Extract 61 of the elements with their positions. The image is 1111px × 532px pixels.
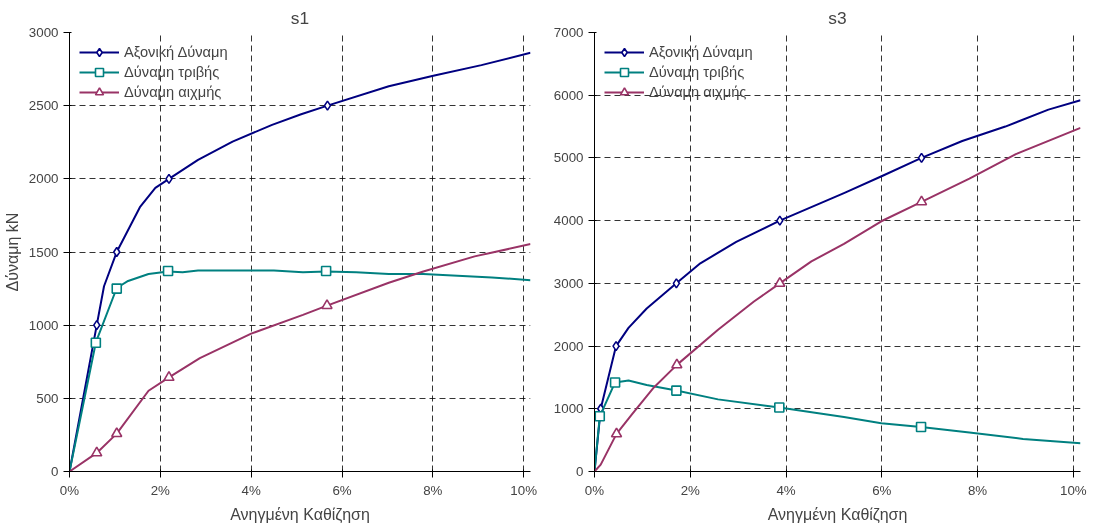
x-tick-label: 0%	[59, 482, 80, 498]
point	[112, 246, 121, 258]
x-axis-title: Ανηγμένη Καθίζηση	[230, 505, 370, 524]
x-tick-label: 8%	[423, 482, 443, 498]
x-tick-label: 4%	[241, 482, 261, 498]
point	[110, 427, 123, 438]
point	[162, 265, 174, 277]
y-tick-label: 1000	[28, 317, 59, 333]
point	[774, 402, 785, 413]
y-tick-label: 2000	[28, 171, 59, 187]
x-axis-title: Ανηγμένη Καθίζηση	[767, 505, 908, 524]
x-tick-label: 10%	[510, 482, 538, 498]
point	[915, 421, 927, 433]
point	[610, 427, 623, 438]
point	[915, 195, 928, 206]
point	[776, 215, 784, 226]
point	[672, 278, 681, 289]
y-tick-label: 5000	[553, 150, 584, 166]
x-tick-label: 2%	[150, 482, 171, 498]
chart-title: s3	[828, 7, 847, 28]
legend-label: Δύναμη τριβής	[124, 64, 220, 80]
point	[323, 100, 332, 111]
point	[321, 298, 333, 310]
x-tick-label: 6%	[872, 482, 892, 498]
y-tick-label: 0	[576, 464, 584, 479]
y-tick-label: 1000	[553, 401, 584, 417]
x-tick-label: 10%	[1059, 482, 1087, 498]
legend-label: Δύναμη αιχμής	[124, 84, 222, 100]
point	[671, 385, 682, 396]
point	[609, 377, 621, 388]
x-tick-label: 0%	[584, 482, 605, 498]
legend-label: Δύναμη τριβής	[649, 64, 745, 80]
point	[320, 265, 332, 277]
point	[90, 446, 103, 457]
point	[671, 358, 683, 369]
y-tick-label: 2500	[28, 98, 59, 114]
legend-label: Αξονική Δύναμη	[649, 44, 753, 60]
point	[111, 283, 123, 294]
y-tick-label: 3000	[553, 275, 584, 291]
y-tick-label: 7000	[553, 25, 584, 40]
point	[163, 370, 175, 382]
y-tick-label: 2000	[553, 338, 584, 354]
legend-label: Αξονική Δύναμη	[124, 44, 228, 60]
legend-label: Δύναμη αιχμής	[649, 84, 747, 100]
y-axis-title: Δύναμη kN	[3, 212, 21, 292]
y-tick-label: 4000	[553, 213, 584, 229]
point	[92, 319, 101, 331]
x-tick-label: 4%	[776, 482, 796, 498]
y-tick-label: 3000	[28, 25, 59, 40]
y-tick-label: 1500	[28, 244, 59, 260]
x-tick-label: 2%	[680, 482, 701, 498]
y-tick-label: 0	[51, 464, 59, 479]
point	[90, 337, 102, 349]
x-tick-label: 8%	[967, 482, 988, 498]
y-tick-label: 6000	[553, 87, 584, 103]
point	[774, 276, 786, 288]
point	[917, 152, 926, 164]
y-tick-label: 500	[36, 390, 59, 406]
chart-title: s1	[290, 7, 310, 28]
x-tick-label: 6%	[332, 482, 352, 498]
point	[594, 411, 606, 422]
